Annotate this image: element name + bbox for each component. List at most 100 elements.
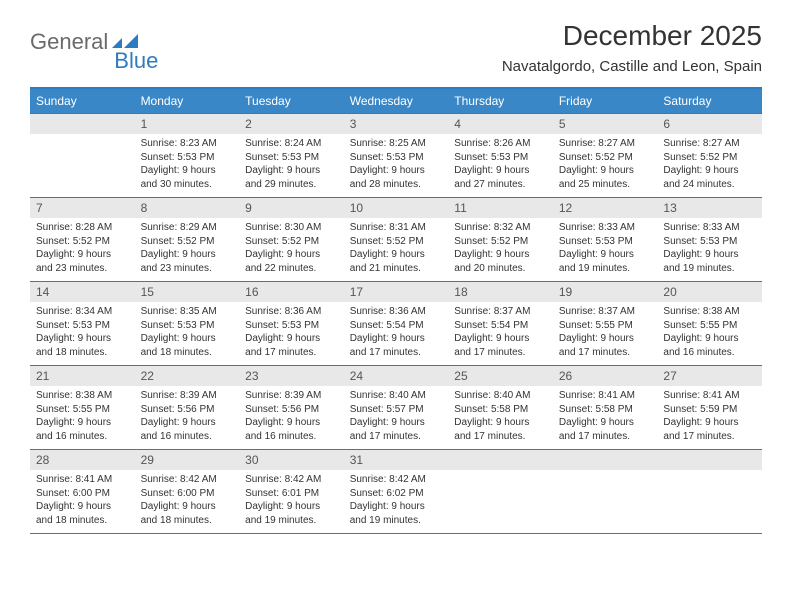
day-info: Sunrise: 8:42 AMSunset: 6:00 PMDaylight:… <box>135 470 240 533</box>
day-info: Sunrise: 8:37 AMSunset: 5:55 PMDaylight:… <box>553 302 658 365</box>
sunset-text: Sunset: 5:52 PM <box>559 151 652 165</box>
daylight-text: Daylight: 9 hours and 16 minutes. <box>245 416 338 443</box>
daylight-text: Daylight: 9 hours and 19 minutes. <box>559 248 652 275</box>
day-cell: 12Sunrise: 8:33 AMSunset: 5:53 PMDayligh… <box>553 198 658 281</box>
day-number: 11 <box>448 198 553 218</box>
day-info: Sunrise: 8:42 AMSunset: 6:02 PMDaylight:… <box>344 470 449 533</box>
week-row: 7Sunrise: 8:28 AMSunset: 5:52 PMDaylight… <box>30 197 762 281</box>
sunrise-text: Sunrise: 8:35 AM <box>141 305 234 319</box>
day-cell: 14Sunrise: 8:34 AMSunset: 5:53 PMDayligh… <box>30 282 135 365</box>
day-info: Sunrise: 8:39 AMSunset: 5:56 PMDaylight:… <box>135 386 240 449</box>
sunrise-text: Sunrise: 8:23 AM <box>141 137 234 151</box>
sunrise-text: Sunrise: 8:42 AM <box>245 473 338 487</box>
day-header: Sunday <box>30 89 135 113</box>
sunrise-text: Sunrise: 8:36 AM <box>245 305 338 319</box>
sunset-text: Sunset: 5:53 PM <box>350 151 443 165</box>
sunset-text: Sunset: 5:53 PM <box>663 235 756 249</box>
sunset-text: Sunset: 5:53 PM <box>141 151 234 165</box>
day-cell: 19Sunrise: 8:37 AMSunset: 5:55 PMDayligh… <box>553 282 658 365</box>
day-info: Sunrise: 8:33 AMSunset: 5:53 PMDaylight:… <box>657 218 762 281</box>
sunset-text: Sunset: 6:00 PM <box>141 487 234 501</box>
day-number <box>30 114 135 134</box>
sunset-text: Sunset: 5:52 PM <box>141 235 234 249</box>
sunset-text: Sunset: 5:53 PM <box>245 319 338 333</box>
sunset-text: Sunset: 5:54 PM <box>454 319 547 333</box>
sunrise-text: Sunrise: 8:30 AM <box>245 221 338 235</box>
day-info: Sunrise: 8:26 AMSunset: 5:53 PMDaylight:… <box>448 134 553 197</box>
day-number: 9 <box>239 198 344 218</box>
sunset-text: Sunset: 6:00 PM <box>36 487 129 501</box>
day-info: Sunrise: 8:41 AMSunset: 5:59 PMDaylight:… <box>657 386 762 449</box>
week-row: 14Sunrise: 8:34 AMSunset: 5:53 PMDayligh… <box>30 281 762 365</box>
sunset-text: Sunset: 5:58 PM <box>454 403 547 417</box>
sunset-text: Sunset: 5:52 PM <box>454 235 547 249</box>
sunrise-text: Sunrise: 8:36 AM <box>350 305 443 319</box>
day-header: Thursday <box>448 89 553 113</box>
day-header-row: Sunday Monday Tuesday Wednesday Thursday… <box>30 89 762 113</box>
bottom-rule <box>30 533 762 534</box>
day-number: 5 <box>553 114 658 134</box>
day-number: 8 <box>135 198 240 218</box>
day-info: Sunrise: 8:27 AMSunset: 5:52 PMDaylight:… <box>657 134 762 197</box>
sunset-text: Sunset: 5:53 PM <box>559 235 652 249</box>
daylight-text: Daylight: 9 hours and 18 minutes. <box>36 500 129 527</box>
daylight-text: Daylight: 9 hours and 17 minutes. <box>454 332 547 359</box>
sunset-text: Sunset: 5:57 PM <box>350 403 443 417</box>
day-info: Sunrise: 8:31 AMSunset: 5:52 PMDaylight:… <box>344 218 449 281</box>
day-cell: 2Sunrise: 8:24 AMSunset: 5:53 PMDaylight… <box>239 114 344 197</box>
daylight-text: Daylight: 9 hours and 20 minutes. <box>454 248 547 275</box>
day-number: 23 <box>239 366 344 386</box>
day-info: Sunrise: 8:37 AMSunset: 5:54 PMDaylight:… <box>448 302 553 365</box>
sunrise-text: Sunrise: 8:42 AM <box>141 473 234 487</box>
day-info: Sunrise: 8:32 AMSunset: 5:52 PMDaylight:… <box>448 218 553 281</box>
daylight-text: Daylight: 9 hours and 19 minutes. <box>350 500 443 527</box>
day-number: 24 <box>344 366 449 386</box>
day-info: Sunrise: 8:38 AMSunset: 5:55 PMDaylight:… <box>657 302 762 365</box>
day-info: Sunrise: 8:40 AMSunset: 5:57 PMDaylight:… <box>344 386 449 449</box>
day-info: Sunrise: 8:30 AMSunset: 5:52 PMDaylight:… <box>239 218 344 281</box>
daylight-text: Daylight: 9 hours and 18 minutes. <box>141 500 234 527</box>
day-info: Sunrise: 8:39 AMSunset: 5:56 PMDaylight:… <box>239 386 344 449</box>
day-cell: 17Sunrise: 8:36 AMSunset: 5:54 PMDayligh… <box>344 282 449 365</box>
daylight-text: Daylight: 9 hours and 23 minutes. <box>141 248 234 275</box>
sunset-text: Sunset: 5:55 PM <box>663 319 756 333</box>
day-info: Sunrise: 8:29 AMSunset: 5:52 PMDaylight:… <box>135 218 240 281</box>
day-info: Sunrise: 8:35 AMSunset: 5:53 PMDaylight:… <box>135 302 240 365</box>
sunrise-text: Sunrise: 8:38 AM <box>663 305 756 319</box>
day-info: Sunrise: 8:38 AMSunset: 5:55 PMDaylight:… <box>30 386 135 449</box>
day-number: 16 <box>239 282 344 302</box>
day-cell: 9Sunrise: 8:30 AMSunset: 5:52 PMDaylight… <box>239 198 344 281</box>
sunrise-text: Sunrise: 8:29 AM <box>141 221 234 235</box>
daylight-text: Daylight: 9 hours and 18 minutes. <box>36 332 129 359</box>
day-cell: 4Sunrise: 8:26 AMSunset: 5:53 PMDaylight… <box>448 114 553 197</box>
day-cell <box>448 450 553 533</box>
day-cell: 28Sunrise: 8:41 AMSunset: 6:00 PMDayligh… <box>30 450 135 533</box>
logo-text-general: General <box>30 29 108 55</box>
day-number <box>553 450 658 470</box>
daylight-text: Daylight: 9 hours and 24 minutes. <box>663 164 756 191</box>
sunrise-text: Sunrise: 8:41 AM <box>663 389 756 403</box>
daylight-text: Daylight: 9 hours and 29 minutes. <box>245 164 338 191</box>
sunset-text: Sunset: 5:55 PM <box>559 319 652 333</box>
day-info: Sunrise: 8:34 AMSunset: 5:53 PMDaylight:… <box>30 302 135 365</box>
location-subtitle: Navatalgordo, Castille and Leon, Spain <box>502 58 762 75</box>
day-info: Sunrise: 8:27 AMSunset: 5:52 PMDaylight:… <box>553 134 658 197</box>
day-cell <box>30 114 135 197</box>
daylight-text: Daylight: 9 hours and 16 minutes. <box>36 416 129 443</box>
sunrise-text: Sunrise: 8:27 AM <box>559 137 652 151</box>
sunrise-text: Sunrise: 8:27 AM <box>663 137 756 151</box>
daylight-text: Daylight: 9 hours and 17 minutes. <box>663 416 756 443</box>
day-number: 4 <box>448 114 553 134</box>
day-cell: 30Sunrise: 8:42 AMSunset: 6:01 PMDayligh… <box>239 450 344 533</box>
day-cell: 31Sunrise: 8:42 AMSunset: 6:02 PMDayligh… <box>344 450 449 533</box>
sunset-text: Sunset: 5:55 PM <box>36 403 129 417</box>
day-header: Wednesday <box>344 89 449 113</box>
sunrise-text: Sunrise: 8:37 AM <box>454 305 547 319</box>
daylight-text: Daylight: 9 hours and 21 minutes. <box>350 248 443 275</box>
sunrise-text: Sunrise: 8:25 AM <box>350 137 443 151</box>
day-info: Sunrise: 8:40 AMSunset: 5:58 PMDaylight:… <box>448 386 553 449</box>
sunrise-text: Sunrise: 8:40 AM <box>454 389 547 403</box>
day-number <box>448 450 553 470</box>
sunset-text: Sunset: 5:52 PM <box>36 235 129 249</box>
day-number: 12 <box>553 198 658 218</box>
